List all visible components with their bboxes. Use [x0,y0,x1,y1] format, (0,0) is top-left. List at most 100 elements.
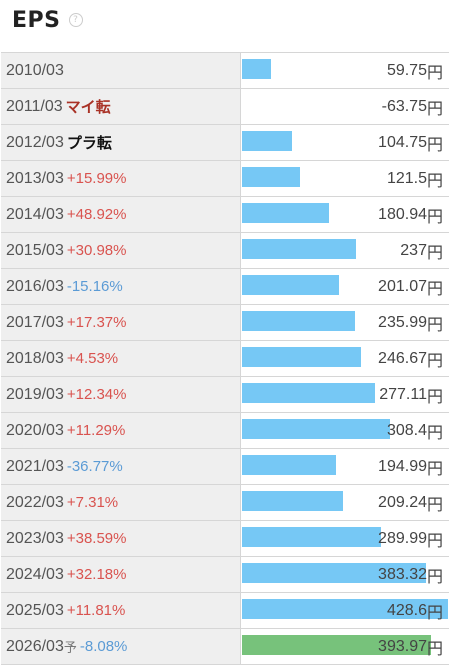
eps-value: 277.11 円 [379,377,443,412]
eps-value-number: 277.11 [379,385,427,403]
table-row: 2012/03 プラ転 104.75 円 [1,125,449,161]
table-row: 2016/03 -15.16% 201.07 円 [1,269,449,305]
fiscal-year-label: 2024/03 [6,565,64,583]
year-cell: 2026/03 予 -8.08% [1,629,241,664]
year-cell: 2024/03 +32.18% [1,557,241,592]
year-cell: 2015/03 +30.98% [1,233,241,268]
eps-value: 235.99 円 [378,305,443,340]
eps-value-number: 237 [400,241,427,259]
eps-bar [242,563,426,583]
eps-unit: 円 [426,640,443,658]
eps-unit: 円 [426,460,443,478]
eps-unit: 円 [426,568,443,586]
eps-unit: 円 [426,424,443,442]
eps-value: 194.99 円 [378,449,443,484]
eps-bar [242,131,292,151]
eps-bar [242,455,336,475]
table-row: 2017/03 +17.37% 235.99 円 [1,305,449,341]
eps-unit: 円 [426,604,443,622]
eps-value-number: 383.32 [378,565,427,583]
eps-value-number: 308.4 [386,421,427,439]
year-cell: 2017/03 +17.37% [1,305,241,340]
eps-value-number: 194.99 [378,457,427,475]
fiscal-year-label: 2020/03 [6,421,64,439]
eps-unit: 円 [426,496,443,514]
fiscal-year-label: 2013/03 [6,169,64,187]
eps-value-number: -63.75 [381,97,427,115]
eps-value: 428.6 円 [387,593,443,628]
year-cell: 2014/03 +48.92% [1,197,241,232]
fiscal-year-label: 2015/03 [6,241,64,259]
eps-value: 121.5 円 [387,161,443,196]
eps-bar [242,347,361,367]
table-row: 2021/03 -36.77% 194.99 円 [1,449,449,485]
eps-value-number: 201.07 [378,277,427,295]
fiscal-year-label: 2011/03 [6,97,63,115]
year-cell: 2010/03 [1,53,241,88]
year-cell: 2021/03 -36.77% [1,449,241,484]
eps-value: 201.07 円 [378,269,443,304]
eps-value: 308.4 円 [387,413,443,448]
change-label: +30.98% [66,242,127,259]
fiscal-year-label: 2026/03 [6,637,64,655]
eps-unit: 円 [426,532,443,550]
year-cell: 2022/03 +7.31% [1,485,241,520]
fiscal-year-label: 2022/03 [6,493,64,511]
table-row: 2019/03 +12.34% 277.11 円 [1,377,449,413]
eps-bar [242,275,339,295]
fiscal-year-label: 2016/03 [6,277,64,295]
fiscal-year-label: 2021/03 [6,457,64,475]
eps-bar [242,203,329,223]
table-row: 2018/03 +4.53% 246.67 円 [1,341,449,377]
eps-unit: 円 [426,280,443,298]
year-cell: 2018/03 +4.53% [1,341,241,376]
eps-unit: 円 [426,100,443,118]
eps-value: 104.75 円 [378,125,443,160]
change-label: +7.31% [66,494,119,511]
year-cell: 2019/03 +12.34% [1,377,241,412]
eps-value-number: 59.75 [386,61,427,79]
eps-unit: 円 [426,316,443,334]
year-cell: 2016/03 -15.16% [1,269,241,304]
change-label: +12.34% [66,386,127,403]
year-cell: 2020/03 +11.29% [1,413,241,448]
eps-value-number: 289.99 [378,529,427,547]
eps-value-number: 104.75 [378,133,427,151]
help-icon[interactable]: ? [68,13,83,27]
eps-bar [242,491,343,511]
eps-value-number: 121.5 [386,169,427,187]
eps-value-number: 246.67 [378,349,427,367]
fiscal-year-label: 2019/03 [6,385,64,403]
fiscal-year-label: 2017/03 [6,313,64,331]
change-label: +17.37% [66,314,127,331]
eps-value: 209.24 円 [378,485,443,520]
table-row: 2015/03 +30.98% 237 円 [1,233,449,269]
eps-value: 246.67 円 [378,341,443,376]
eps-value: 237 円 [400,233,443,268]
year-cell: 2011/03 マイ転 [1,89,241,124]
eps-unit: 円 [426,244,443,262]
change-label: +11.29% [66,422,126,439]
eps-value-number: 428.6 [386,601,427,619]
year-cell: 2025/03 +11.81% [1,593,241,628]
change-label: -15.16% [66,278,123,295]
fiscal-year-label: 2012/03 [6,133,64,151]
fiscal-year-label: 2023/03 [6,529,64,547]
table-row: 2026/03 予 -8.08% 393.97 円 [1,629,449,665]
table-row: 2010/03 59.75 円 [1,53,449,89]
change-label: +48.92% [66,206,127,223]
eps-unit: 円 [426,388,443,406]
table-row: 2023/03 +38.59% 289.99 円 [1,521,449,557]
fiscal-year-label: 2010/03 [6,61,64,79]
table-row: 2011/03 マイ転 -63.75 円 [1,89,449,125]
eps-bar [242,419,390,439]
eps-value-number: 235.99 [378,313,427,331]
table-row: 2024/03 +32.18% 383.32 円 [1,557,449,593]
eps-value-number: 209.24 [378,493,427,511]
eps-value: 59.75 円 [387,53,443,88]
change-label: +15.99% [66,170,127,187]
eps-table: 2010/03 59.75 円 2011/03 マイ転 -63.75 円 2012/03 プラ転… [1,52,449,665]
forecast-eps-bar [242,635,431,655]
change-label: -36.77% [66,458,123,475]
change-label: -8.08% [79,638,128,655]
